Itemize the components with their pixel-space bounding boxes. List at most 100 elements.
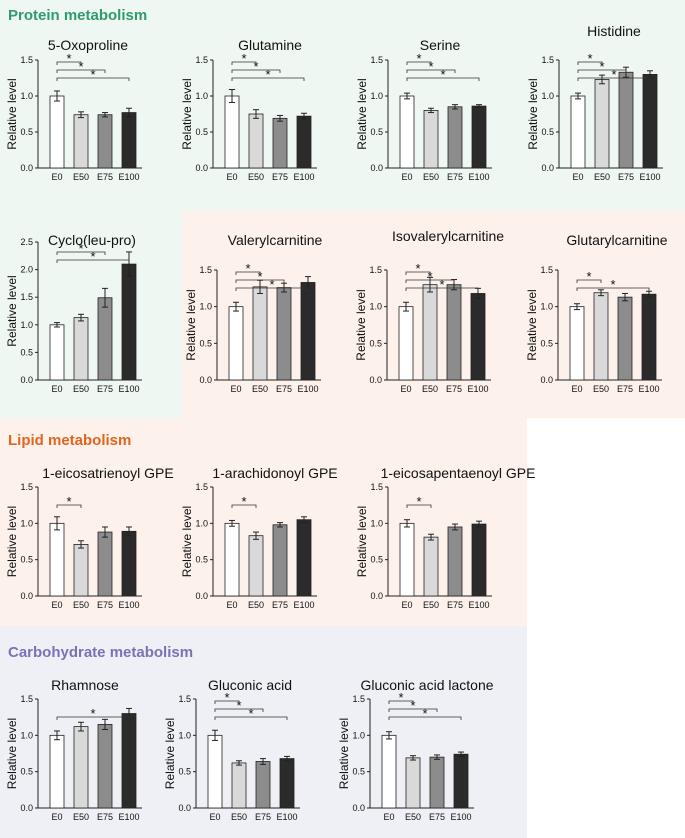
x-tick-label: E100 — [467, 384, 488, 394]
bar-e0 — [49, 734, 65, 809]
significance-bracket — [405, 279, 455, 283]
x-tick-label: E100 — [297, 384, 318, 394]
y-tick-label: 1.5 — [20, 55, 33, 65]
bar-e0 — [49, 95, 65, 169]
bar-e75 — [97, 114, 113, 169]
bar-e100 — [642, 74, 658, 169]
bar-e50 — [73, 544, 89, 597]
significance-bracket — [235, 279, 285, 283]
y-tick-label: 1.5 — [369, 265, 382, 275]
significance-bracket — [388, 708, 438, 712]
x-tick-label: E0 — [51, 812, 62, 822]
x-tick-label: E0 — [209, 812, 220, 822]
y-tick-label: 1.0 — [352, 730, 365, 740]
y-tick-label: 1.0 — [178, 730, 191, 740]
significance-star: * — [610, 277, 615, 292]
significance-bracket — [56, 259, 130, 263]
x-tick-label: E75 — [97, 172, 113, 182]
significance-bracket — [214, 700, 240, 704]
significance-star: * — [241, 494, 246, 509]
x-tick-label: E75 — [272, 172, 288, 182]
x-tick-label: E0 — [226, 600, 237, 610]
significance-star: * — [78, 59, 83, 74]
x-tick-label: E100 — [118, 812, 139, 822]
significance-star: * — [245, 261, 250, 276]
significance-star: * — [611, 67, 616, 82]
x-tick-label: E50 — [73, 172, 89, 182]
bar-e75 — [255, 761, 271, 809]
y-axis-label: Relative level — [163, 718, 177, 789]
chart-arachidonoyl: 1-arachidonoyl GPE Relative level 0.0 0.5 1.… — [180, 465, 338, 610]
y-tick-label: 0.5 — [199, 338, 212, 348]
x-tick-label: E100 — [118, 600, 139, 610]
significance-star: * — [427, 269, 432, 284]
y-axis-label: Relative level — [5, 275, 19, 346]
bar-e50 — [593, 292, 609, 381]
bar-e75 — [272, 524, 288, 597]
bar-e100 — [300, 282, 316, 381]
bar-e100 — [471, 523, 487, 597]
chart-title: 1-eicosapentaenoyl GPE — [381, 465, 536, 481]
x-tick-label: E100 — [293, 600, 314, 610]
bar-e75 — [97, 297, 113, 381]
chart-glutaryl: Glutarylcarnitine Relative level 0.0 0.5 1.0… — [525, 232, 668, 394]
y-axis-label: Relative level — [5, 506, 19, 577]
bar-e50 — [252, 286, 268, 381]
chart-valeryl: Valerylcarnitine Relative level 0.0 0.5 1.0 1… — [184, 232, 323, 394]
x-tick-label: E50 — [252, 384, 268, 394]
significance-star: * — [78, 241, 83, 256]
y-tick-label: 0.0 — [178, 803, 191, 813]
bar-e0 — [224, 522, 240, 597]
y-tick-label: 0.0 — [20, 163, 33, 173]
y-axis-label: Relative level — [5, 78, 19, 149]
chart-rhamnose: Rhamnose Relative level 0.0 0.5 1.0 1.5 E0 E50 E… — [5, 677, 142, 822]
significance-star: * — [422, 706, 427, 721]
x-tick-label: E50 — [593, 384, 609, 394]
y-tick-label: 0.0 — [370, 163, 383, 173]
y-tick-label: 1.0 — [370, 518, 383, 528]
significance-bracket — [235, 287, 309, 291]
y-tick-label: 1.5 — [20, 292, 33, 302]
significance-bracket — [56, 77, 130, 81]
bar-e0 — [381, 734, 397, 809]
y-tick-label: 0.0 — [370, 591, 383, 601]
y-tick-label: 1.0 — [20, 91, 33, 101]
significance-star: * — [586, 269, 591, 284]
chart-eicosatrienoyl: 1-eicosatrienoyl GPE Relative level 0.0 0.5… — [5, 465, 174, 610]
y-axis-label: Relative level — [526, 78, 540, 149]
significance-star: * — [416, 51, 421, 66]
significance-bracket — [231, 77, 305, 81]
chart-title: Isovalerylcarnitine — [392, 228, 504, 244]
significance-bracket — [56, 69, 106, 73]
bar-e75 — [617, 296, 633, 381]
chart-title: Cyclo(leu-pro) — [48, 232, 136, 248]
bar-e50 — [405, 757, 421, 809]
bar-e75 — [272, 117, 288, 169]
significance-bracket — [577, 69, 627, 73]
y-tick-label: 0.0 — [20, 803, 33, 813]
significance-star: * — [224, 690, 229, 705]
significance-star: * — [428, 59, 433, 74]
x-tick-label: E100 — [639, 172, 660, 182]
significance-bracket — [388, 716, 462, 720]
significance-star: * — [415, 261, 420, 276]
y-tick-label: 1.5 — [370, 55, 383, 65]
bar-e50 — [73, 317, 89, 381]
x-tick-label: E75 — [617, 384, 633, 394]
y-tick-label: 0.0 — [20, 591, 33, 601]
significance-star: * — [66, 51, 71, 66]
x-tick-label: E0 — [51, 172, 62, 182]
x-tick-label: E75 — [97, 384, 113, 394]
y-tick-label: 0.0 — [352, 803, 365, 813]
x-tick-label: E75 — [97, 600, 113, 610]
bar-e75 — [447, 526, 463, 597]
protein-section-title: Protein metabolism — [8, 7, 148, 24]
y-tick-label: 1.5 — [20, 482, 33, 492]
significance-bracket — [235, 271, 261, 275]
x-tick-label: E0 — [400, 384, 411, 394]
chart-glutamine: Glutamine Relative level 0.0 0.5 1.0 1.5 E0 E50… — [180, 37, 317, 182]
x-tick-label: E0 — [51, 384, 62, 394]
bar-e75 — [446, 284, 462, 381]
significance-star: * — [587, 51, 592, 66]
